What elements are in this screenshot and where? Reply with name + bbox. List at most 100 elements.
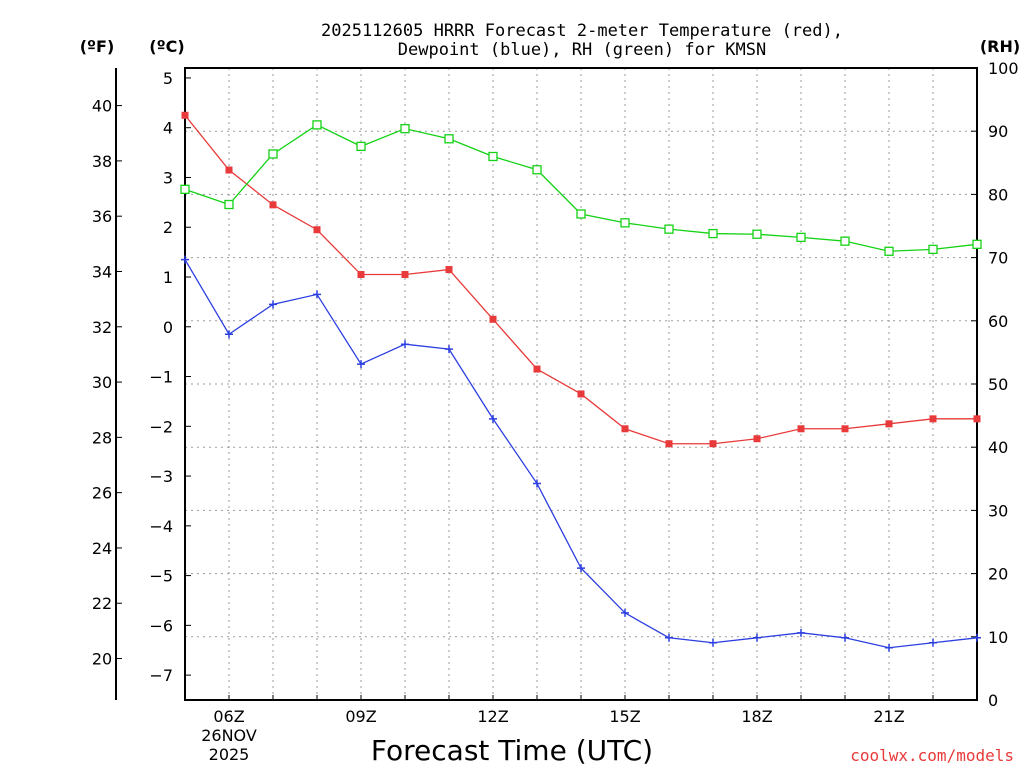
temperature-point	[665, 440, 673, 448]
dewpoint-point	[621, 608, 629, 617]
temperature-point	[885, 420, 893, 428]
x-tick-label: 12Z	[477, 707, 508, 726]
temperature-point	[269, 201, 277, 209]
temperature-point	[445, 266, 453, 274]
dewpoint-point	[665, 633, 673, 642]
celsius-tick-label: −1	[149, 368, 173, 387]
rh-point	[532, 165, 542, 175]
dewpoint-point	[797, 628, 805, 637]
series-dewpoint	[181, 255, 981, 652]
dewpoint-point	[709, 638, 717, 647]
fahrenheit-tick-label: 32	[92, 318, 112, 337]
fahrenheit-tick-label: 22	[92, 594, 112, 613]
temperature-point	[621, 425, 629, 433]
dewpoint-point	[753, 633, 761, 642]
data-series	[180, 111, 982, 652]
series-temperature	[181, 111, 981, 448]
fahrenheit-tick-label: 26	[92, 484, 112, 503]
credit-link[interactable]: coolwx.com/models	[850, 746, 1014, 765]
rh-point	[180, 184, 190, 194]
x-tick-label: 15Z	[609, 707, 640, 726]
temperature-point	[973, 415, 981, 423]
fahrenheit-tick-label: 36	[92, 207, 112, 226]
x-axis-title: Forecast Time (UTC)	[371, 734, 653, 767]
rh-point	[620, 218, 630, 228]
rh-point	[488, 151, 498, 162]
rh-point	[576, 209, 586, 219]
fahrenheit-tick-label: 30	[92, 373, 112, 392]
temperature-point	[797, 425, 805, 433]
x-tick-label: 21Z	[873, 707, 904, 726]
x-tick-label: 18Z	[741, 707, 772, 726]
rh-tick-label: 80	[988, 185, 1008, 204]
rh-point	[400, 124, 410, 134]
temperature-point	[709, 440, 717, 448]
chart-title-line2: Dewpoint (blue), RH (green) for KMSN	[398, 40, 766, 60]
temperature-point	[181, 111, 189, 119]
dewpoint-point	[577, 564, 585, 573]
temperature-point	[841, 425, 849, 433]
celsius-unit-label: (ºC)	[149, 37, 184, 56]
dewpoint-point	[401, 340, 409, 349]
rh-tick-label: 90	[988, 122, 1008, 141]
dewpoint-point	[181, 255, 189, 264]
temperature-point	[489, 315, 497, 323]
rh-tick-label: 40	[988, 438, 1008, 457]
tick-labels: 543210−1−2−3−4−5−6−740383634323028262422…	[92, 59, 1019, 764]
x-tick-label: 06Z	[213, 707, 244, 726]
dewpoint-point	[445, 345, 453, 354]
rh-tick-label: 50	[988, 375, 1008, 394]
celsius-tick-label: −6	[149, 616, 173, 635]
fahrenheit-tick-label: 28	[92, 428, 112, 447]
temperature-point	[929, 415, 937, 423]
fahrenheit-tick-label: 40	[92, 97, 112, 116]
celsius-tick-label: 1	[163, 268, 173, 287]
rh-point	[708, 228, 718, 239]
celsius-tick-label: −4	[149, 517, 173, 536]
dewpoint-point	[885, 643, 893, 652]
celsius-tick-label: −2	[149, 417, 173, 436]
fahrenheit-unit-label: (ºF)	[80, 37, 115, 56]
celsius-tick-label: 3	[163, 168, 173, 187]
rh-tick-label: 20	[988, 565, 1008, 584]
dewpoint-point	[973, 633, 981, 642]
x-year-label: 2025	[209, 745, 250, 764]
fahrenheit-tick-label: 34	[92, 262, 112, 281]
rh-point	[796, 232, 806, 243]
rh-point	[268, 149, 278, 159]
rh-tick-label: 100	[988, 59, 1019, 78]
temperature-point	[357, 271, 365, 279]
dewpoint-point	[533, 479, 541, 488]
dewpoint-point	[929, 638, 937, 647]
dewpoint-point	[313, 290, 321, 299]
rh-point	[312, 120, 322, 130]
fahrenheit-tick-label: 38	[92, 152, 112, 171]
rh-point	[664, 224, 674, 234]
rh-tick-label: 70	[988, 249, 1008, 268]
rh-point	[972, 239, 982, 249]
x-tick-label: 09Z	[345, 707, 376, 726]
dewpoint-point	[357, 360, 365, 369]
rh-point	[752, 229, 762, 239]
rh-point	[884, 246, 894, 256]
rh-unit-label: (RH)	[980, 37, 1020, 56]
celsius-tick-label: −5	[149, 567, 173, 586]
temperature-point	[753, 435, 761, 443]
celsius-tick-label: 5	[163, 69, 173, 88]
celsius-tick-label: 4	[163, 119, 173, 138]
x-date-label: 26NOV	[201, 726, 257, 745]
temperature-point	[225, 166, 233, 174]
rh-tick-label: 0	[988, 691, 998, 710]
celsius-tick-label: −7	[149, 666, 173, 685]
rh-point	[840, 236, 850, 246]
series-rh	[180, 120, 982, 256]
celsius-tick-label: 0	[163, 318, 173, 337]
rh-point	[444, 134, 454, 144]
temperature-point	[313, 226, 321, 234]
grid-lines	[185, 68, 977, 700]
temperature-point	[533, 365, 541, 373]
dewpoint-point	[841, 633, 849, 642]
rh-point	[224, 199, 234, 210]
chart-title-line1: 2025112605 HRRR Forecast 2-meter Tempera…	[321, 21, 843, 41]
